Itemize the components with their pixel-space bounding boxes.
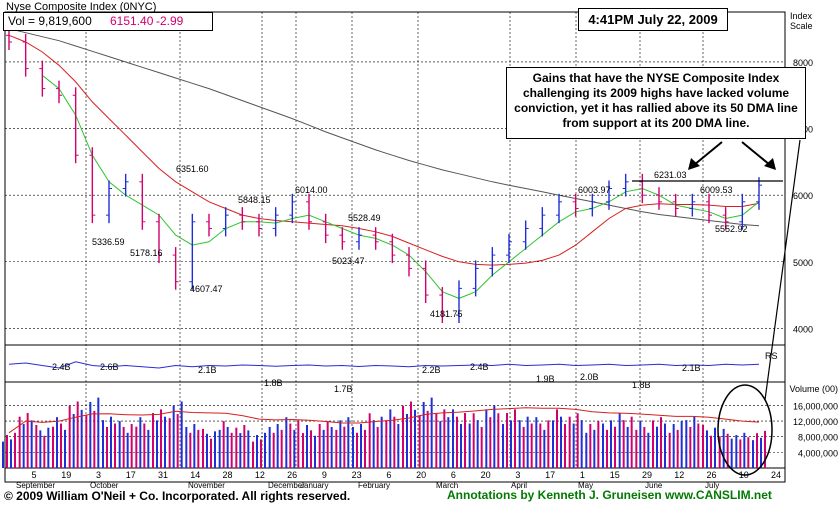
day-label: 6 [386, 470, 391, 480]
volume-label: 1.8B [632, 380, 651, 390]
volume-label: 1.9B [536, 374, 555, 384]
volume-label: 1.8B [264, 378, 283, 388]
price-tick-label: 4000 [793, 324, 813, 334]
annotation-box: Gains that have the NYSE Composite Index… [506, 67, 806, 139]
month-label: September [16, 481, 55, 490]
price-label: 6351.60 [176, 164, 209, 174]
ma10-line-group [41, 74, 760, 299]
volume-ma-line-group [8, 407, 760, 434]
month-label: November [188, 481, 225, 490]
volume-label: 2.2B [422, 365, 441, 375]
price-label: 6003.97 [578, 185, 611, 195]
month-label: December [268, 481, 305, 490]
volume-readout: Vol = 9,819,600 [8, 14, 92, 28]
price-tick-label: 6000 [793, 191, 813, 201]
day-label: 23 [352, 470, 362, 480]
rs-line [8, 361, 760, 369]
chart-labels: RS6351.605336.595178.164607.475848.15601… [52, 164, 778, 394]
day-label: 1 [580, 470, 585, 480]
day-label: 31 [158, 470, 168, 480]
volume-bars [2, 397, 766, 468]
day-label: 6 [451, 470, 456, 480]
last-price: 6151.40 [110, 14, 154, 28]
price-tick-label: 5000 [793, 258, 813, 268]
day-label: 9 [322, 470, 327, 480]
price-label: 5023.47 [332, 256, 365, 266]
volume-label: 2.0B [580, 372, 599, 382]
price-bars [6, 27, 762, 324]
day-label: 12 [674, 470, 684, 480]
month-label: March [436, 481, 458, 490]
price-label: 6009.53 [700, 185, 733, 195]
day-label: 19 [61, 470, 71, 480]
day-label: 17 [545, 470, 555, 480]
day-label: 5 [31, 470, 36, 480]
volume-label: 2.1B [198, 365, 217, 375]
day-label: 20 [416, 470, 426, 480]
volume-label: 2.4B [52, 362, 71, 372]
day-label: 24 [771, 470, 781, 480]
day-label: 3 [96, 470, 101, 480]
annotation-arrows [632, 139, 801, 476]
price-label: 6014.00 [295, 185, 328, 195]
ma200-line-group [8, 28, 760, 227]
volume-circle [717, 384, 773, 476]
price-label: 6231.03 [654, 170, 687, 180]
volume-axis-title: Volume (00) [789, 384, 838, 394]
volume-tick-label: 12,000,000 [793, 417, 838, 427]
timestamp: 4:41PM July 22, 2009 [578, 8, 728, 31]
day-label: 26 [706, 470, 716, 480]
index-scale-label: Index Scale [790, 11, 813, 31]
day-label: 29 [642, 470, 652, 480]
arrow-right [741, 141, 771, 166]
month-label: June [645, 481, 663, 490]
price-change: -2.99 [156, 14, 184, 28]
day-label: 15 [610, 470, 620, 480]
rs-line-group [8, 361, 760, 369]
annotation-credit: Annotations by Kenneth J. Gruneisen www.… [447, 488, 772, 502]
price-label: 4181.75 [430, 309, 463, 319]
price-label: 4607.47 [190, 284, 223, 294]
volume-tick-label: 8,000,000 [798, 433, 838, 443]
month-label: May [578, 481, 593, 490]
arrow-right-head [764, 158, 776, 170]
month-label: October [90, 481, 119, 490]
month-label: July [705, 481, 719, 490]
volume-label: 2.1B [682, 363, 701, 373]
index-title: Nyse Composite Index (0NYC) [6, 1, 157, 13]
price-label: 5528.49 [348, 213, 381, 223]
day-label: 26 [287, 470, 297, 480]
arrow-left [693, 141, 723, 166]
volume-label: 2.4B [470, 362, 489, 372]
month-label: April [511, 481, 527, 490]
copyright-notice: © 2009 William O'Neil + Co. Incorporated… [4, 489, 351, 503]
arrow-left-head [688, 158, 700, 170]
date-axis-strip [4, 467, 786, 483]
day-label: 14 [190, 470, 200, 480]
volume-label: 2.6B [100, 362, 119, 372]
volume-tick-label: 16,000,000 [793, 401, 838, 411]
price-label: 5178.16 [130, 248, 163, 258]
day-label: 20 [481, 470, 491, 480]
ma10-line [41, 74, 760, 299]
volume-label: 1.7B [334, 384, 353, 394]
day-label: 12 [255, 470, 265, 480]
volume-ma-line [8, 407, 760, 434]
volume-readout-box: Vol = 9,819,600 6151.40 -2.99 [3, 12, 213, 31]
price-label: 5848.15 [238, 195, 271, 205]
month-label: January [300, 481, 328, 490]
day-label: 28 [223, 470, 233, 480]
day-label: 3 [515, 470, 520, 480]
ma200-line [8, 28, 760, 227]
price-tick-label: 8000 [793, 58, 813, 68]
ma50-line-group [8, 34, 760, 266]
pointer-line [764, 139, 801, 401]
chart-grid: 400050006000700080004,000,0008,000,00012… [4, 11, 838, 490]
ma50-line [8, 34, 760, 266]
month-label: February [358, 481, 390, 490]
price-label: 5336.59 [92, 237, 125, 247]
price-label: 5552.92 [715, 224, 748, 234]
volume-tick-label: 4,000,000 [798, 448, 838, 458]
day-label: 17 [126, 470, 136, 480]
